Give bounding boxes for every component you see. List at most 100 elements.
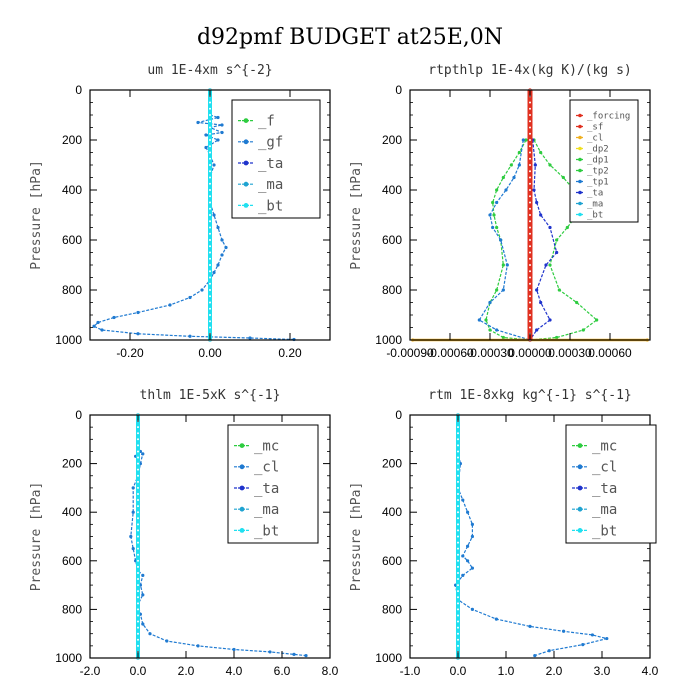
data-point [528,150,532,155]
data-point [461,498,465,502]
legend-marker [578,190,582,195]
data-point [208,188,212,192]
legend-label: _f [258,114,275,130]
data-point [456,632,460,636]
data-point [220,238,224,242]
data-point [456,589,460,593]
data-point [488,213,492,217]
data-point [561,175,565,180]
data-point [136,443,140,447]
data-point [248,336,252,340]
data-point [292,652,296,656]
legend-marker [577,464,583,470]
legend-marker [577,443,583,448]
data-point [547,649,551,653]
data-point [456,486,460,490]
data-point [196,644,200,648]
data-point [528,188,532,192]
data-point [528,232,532,236]
data-point [456,504,460,508]
data-point [504,188,508,192]
data-point [456,577,460,581]
y-tick-label: 0 [75,83,82,97]
data-point [470,534,474,539]
data-point [208,238,212,242]
data-point [528,163,532,167]
data-point [208,269,212,273]
data-point [456,480,460,484]
data-point [136,565,140,569]
y-tick-label: 200 [62,133,82,147]
data-point [196,120,200,125]
x-tick-label: -0.00060 [426,346,474,360]
legend-label: _ta [258,156,283,172]
y-tick-label: 0 [395,408,402,422]
y-tick-label: 800 [62,602,82,616]
data-point [575,300,579,305]
x-tick-label: -2.0 [80,664,101,678]
y-tick-label: 1000 [55,651,82,665]
data-point [533,163,537,167]
y-tick-label: 200 [382,457,402,471]
data-point [216,115,220,120]
data-point [136,559,140,563]
data-point [495,328,499,332]
x-tick-label: 4.0 [226,664,243,678]
data-point [224,245,228,250]
data-point [131,510,135,514]
legend-marker [578,113,582,118]
x-tick-label: -1.0 [400,664,421,678]
legend-label: _ma [258,177,283,193]
legend-label: _bt [592,523,617,539]
data-point [461,573,465,577]
legend-marker [239,528,245,533]
data-point [208,244,212,248]
y-tick-label: 600 [382,233,402,247]
legend-label: _bt [587,211,603,221]
data-point [188,334,192,338]
data-point [136,571,140,575]
data-point [495,225,499,230]
data-point [208,225,212,230]
data-point [208,107,212,111]
data-point [557,288,561,292]
data-point [141,622,145,626]
panel-title: thlm 1E-5xK s^{-1} [140,388,281,403]
y-tick-label: 1000 [375,333,402,347]
data-point [208,175,212,180]
data-point [208,294,212,298]
data-point [208,325,212,330]
legend-marker [243,203,249,208]
data-point [220,253,224,257]
data-point [208,263,212,267]
legend-marker [578,212,582,217]
data-point [539,213,543,217]
data-point [528,125,532,130]
panel-title: rtpthlp 1E-4x(kg K)/(kg s) [428,63,632,78]
data-point [528,169,532,173]
data-point [528,307,532,311]
data-point [456,468,460,472]
data-point [136,547,140,551]
panel-title: um 1E-4xm s^{-2} [147,63,272,78]
data-point [521,138,525,142]
data-point [208,288,212,292]
y-tick-label: 1000 [55,333,82,347]
data-point [136,595,140,599]
data-point [456,601,460,605]
data-point [456,449,460,454]
data-point [136,577,140,581]
x-tick-label: 0.0 [450,664,467,678]
data-point [456,644,460,648]
panel-4: rtm 1E-8xkg kg^{-1} s^{-1} Pressure [hPa]… [349,388,659,678]
data-point [456,462,460,466]
data-point [528,300,532,305]
data-point [136,540,140,545]
data-point [136,492,140,496]
data-point [456,492,460,496]
data-point [208,313,212,317]
data-point [494,617,498,621]
legend-label: _dp1 [587,156,609,166]
data-point [528,207,532,211]
